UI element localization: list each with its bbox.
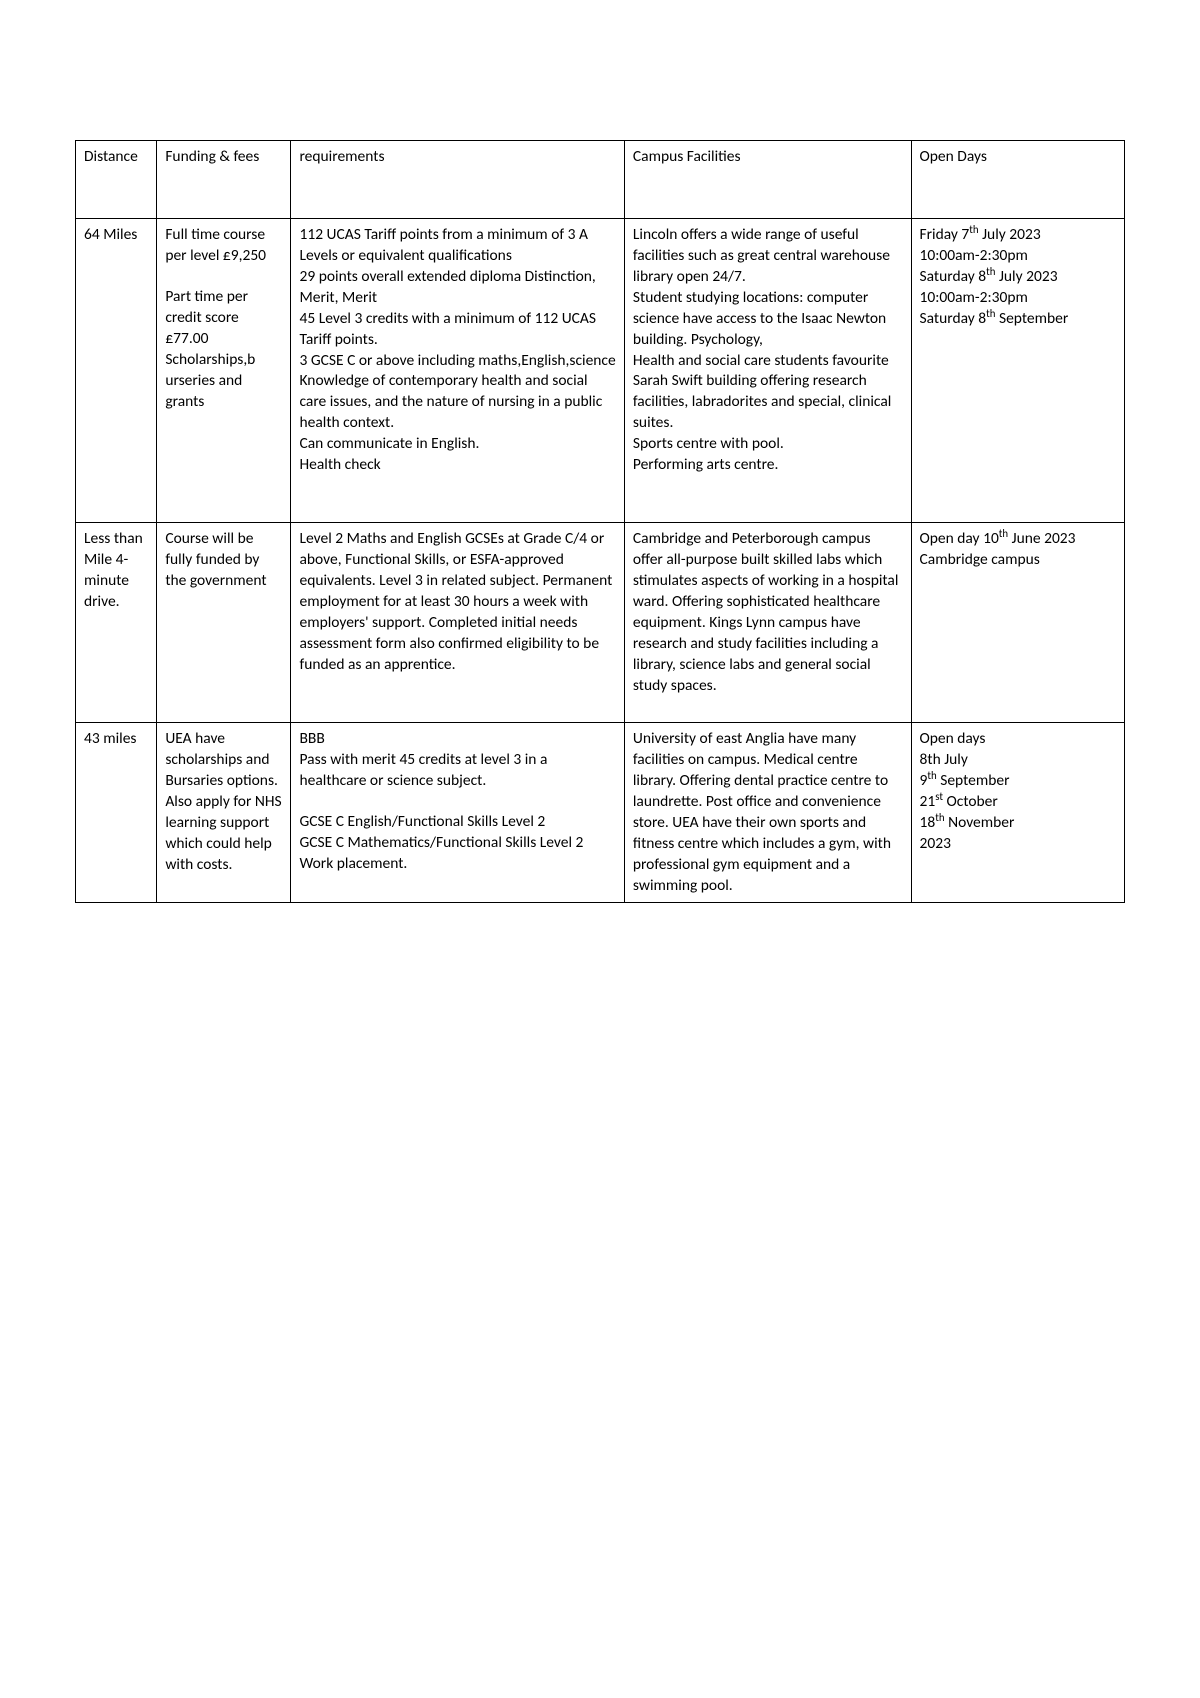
text: Part time per credit score £77.00 bbox=[165, 287, 248, 348]
cell-opendays: Friday 7th July 2023 10:00am-2:30pm Satu… bbox=[911, 219, 1124, 523]
text: Student studying locations: computer sci… bbox=[633, 288, 886, 349]
text: 3 GCSE C or above including maths,Englis… bbox=[299, 351, 615, 370]
cell-opendays: Open days 8th July 9th September 21st Oc… bbox=[911, 723, 1124, 903]
text: GCSE C English/Functional Skills Level 2 bbox=[299, 812, 545, 831]
table-row: Less than Mile 4-minute drive. Course wi… bbox=[76, 523, 1125, 723]
text: Full time course per level £9,250 bbox=[165, 225, 266, 265]
text: Friday 7th July 2023 bbox=[920, 225, 1041, 244]
text: Lincoln offers a wide range of useful fa… bbox=[633, 225, 890, 286]
text: 2023 bbox=[920, 834, 951, 853]
text: 112 UCAS Tariff points from a minimum of… bbox=[299, 225, 587, 265]
cell-distance: 64 Miles bbox=[76, 219, 157, 523]
cell-facilities: University of east Anglia have many faci… bbox=[624, 723, 911, 903]
text: Level 2 Maths and English GCSEs at Grade… bbox=[299, 529, 612, 674]
cell-facilities: Cambridge and Peterborough campus offer … bbox=[624, 523, 911, 723]
text: Saturday 8th July 2023 bbox=[920, 267, 1058, 286]
text: 45 Level 3 credits with a minimum of 112… bbox=[299, 309, 596, 349]
cell-funding: UEA have scholarships and Bursaries opti… bbox=[157, 723, 291, 903]
cell-funding: Course will be fully funded by the gover… bbox=[157, 523, 291, 723]
col-distance: Distance bbox=[76, 141, 157, 219]
text: Work placement. bbox=[299, 854, 407, 873]
col-facilities: Campus Facilities bbox=[624, 141, 911, 219]
cell-requirements: BBB Pass with merit 45 credits at level … bbox=[291, 723, 624, 903]
cell-facilities: Lincoln offers a wide range of useful fa… bbox=[624, 219, 911, 523]
text: 18th November bbox=[920, 813, 1015, 832]
cell-requirements: Level 2 Maths and English GCSEs at Grade… bbox=[291, 523, 624, 723]
text: Cambridge campus bbox=[920, 550, 1040, 569]
text: 21st October bbox=[920, 792, 998, 811]
text: 8th July bbox=[920, 750, 968, 769]
text: Scholarships,b urseries and grants bbox=[165, 350, 255, 411]
text: Knowledge of contemporary health and soc… bbox=[299, 371, 602, 432]
cell-opendays: Open day 10th June 2023 Cambridge campus bbox=[911, 523, 1124, 723]
comparison-table: Distance Funding & fees requirements Cam… bbox=[75, 140, 1125, 903]
text: 10:00am-2:30pm bbox=[920, 288, 1028, 307]
text: 9th September bbox=[920, 771, 1010, 790]
cell-distance: 43 miles bbox=[76, 723, 157, 903]
text: Sports centre with pool. bbox=[633, 434, 784, 453]
text: Pass with merit 45 credits at level 3 in… bbox=[299, 750, 547, 790]
table-row: 64 Miles Full time course per level £9,2… bbox=[76, 219, 1125, 523]
col-funding: Funding & fees bbox=[157, 141, 291, 219]
text: Open day 10th June 2023 bbox=[920, 529, 1076, 548]
col-opendays: Open Days bbox=[911, 141, 1124, 219]
text: BBB bbox=[299, 729, 324, 748]
text: 10:00am-2:30pm bbox=[920, 246, 1028, 265]
text: Open days bbox=[920, 729, 986, 748]
col-requirements: requirements bbox=[291, 141, 624, 219]
text: Saturday 8th September bbox=[920, 309, 1069, 328]
cell-requirements: 112 UCAS Tariff points from a minimum of… bbox=[291, 219, 624, 523]
text: Health and social care students favourit… bbox=[633, 351, 891, 433]
text: Can communicate in English. bbox=[299, 434, 479, 453]
table-row: 43 miles UEA have scholarships and Bursa… bbox=[76, 723, 1125, 903]
cell-distance: Less than Mile 4-minute drive. bbox=[76, 523, 157, 723]
text: 29 points overall extended diploma Disti… bbox=[299, 267, 595, 307]
text: GCSE C Mathematics/Functional Skills Lev… bbox=[299, 833, 583, 852]
table-header-row: Distance Funding & fees requirements Cam… bbox=[76, 141, 1125, 219]
cell-funding: Full time course per level £9,250 Part t… bbox=[157, 219, 291, 523]
document-page: Distance Funding & fees requirements Cam… bbox=[0, 0, 1200, 1003]
text: Health check bbox=[299, 455, 380, 474]
text: Performing arts centre. bbox=[633, 455, 779, 474]
